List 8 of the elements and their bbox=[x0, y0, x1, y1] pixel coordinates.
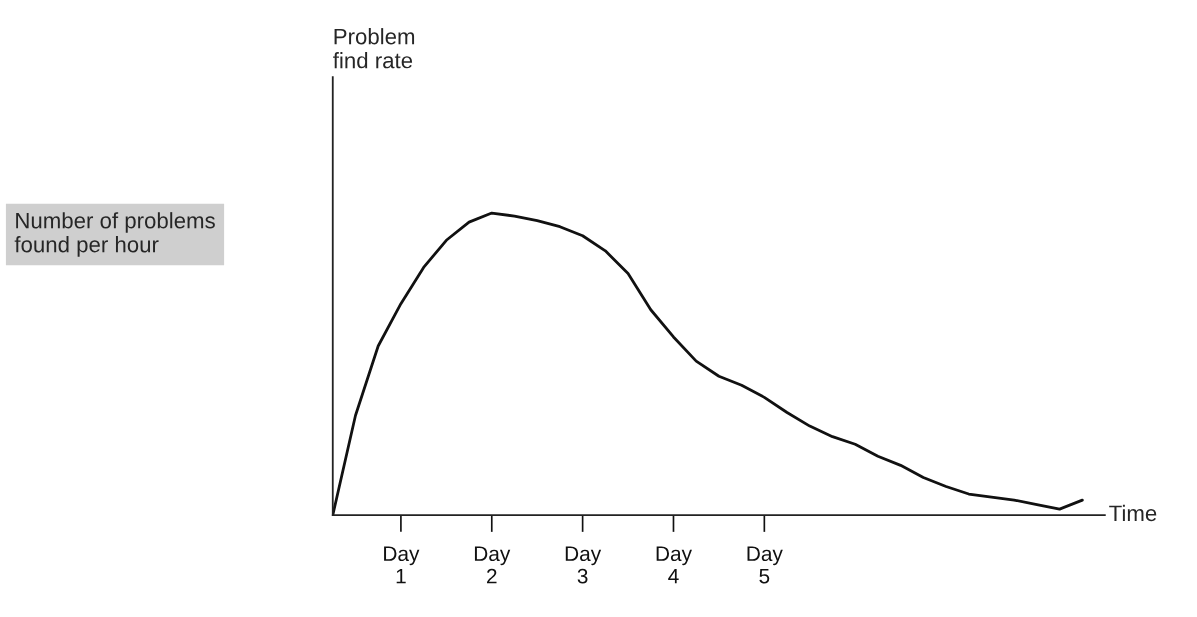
x-tick-label: Day 1 bbox=[384, 546, 420, 584]
x-tick-label: Day 3 bbox=[565, 546, 602, 584]
text: Problem find rate bbox=[333, 28, 415, 69]
text: Number of problems found per hour bbox=[14, 212, 215, 257]
x-tick-label: Day 2 bbox=[474, 546, 511, 584]
x-tick-label: Day 4 bbox=[656, 546, 692, 584]
x-axis-title: Time bbox=[1109, 504, 1157, 522]
x-tick-label: Day 5 bbox=[747, 546, 783, 584]
